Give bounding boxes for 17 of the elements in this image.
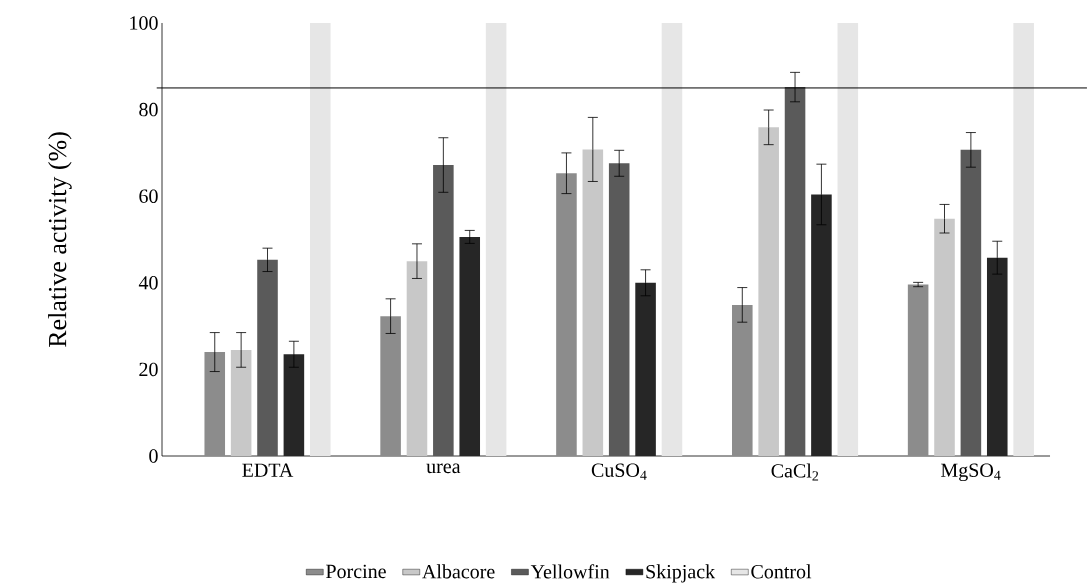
- y-tick-label: 40: [138, 276, 158, 290]
- x-tick-label: CaCl$_{2}$: [771, 463, 819, 481]
- y-tick-label: 0: [149, 449, 158, 463]
- y-tick-label: 80: [139, 102, 158, 117]
- y-tick-label: 60: [139, 189, 158, 203]
- legend-label: Yellowfin: [530, 564, 610, 579]
- legend-label: Skipjack: [646, 564, 716, 583]
- y-tick-label: 100: [130, 16, 158, 30]
- x-tick-label: EDTA: [242, 463, 294, 477]
- legend-label: Albacore: [422, 564, 495, 579]
- x-tick-label: urea: [426, 463, 461, 474]
- legend-label: Porcine: [326, 564, 386, 579]
- x-tick-label: CuSO$_{4}$: [591, 463, 647, 480]
- x-tick-label: MgSO$_{4}$: [941, 463, 1001, 482]
- y-tick-label: 20: [139, 362, 158, 377]
- y-axis-title: Relative activity (%): [48, 132, 72, 348]
- legend-label: Control: [751, 564, 812, 579]
